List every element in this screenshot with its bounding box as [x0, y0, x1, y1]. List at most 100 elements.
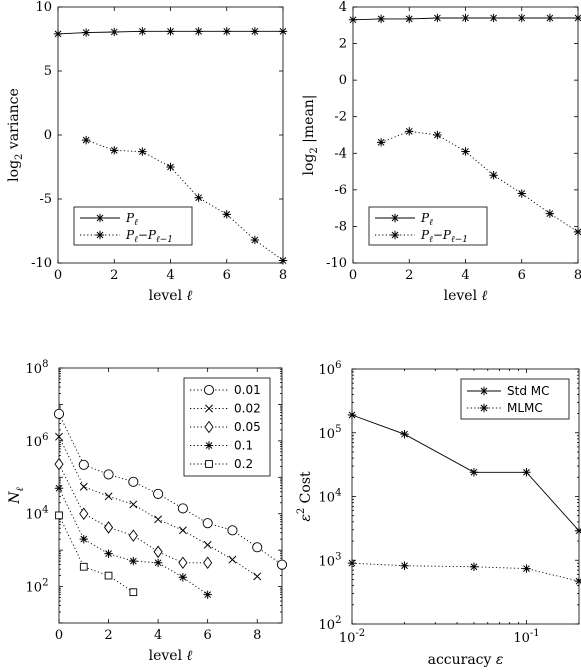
x-axis-label: accuracy ε: [428, 652, 504, 668]
x-tick-label: 4: [166, 268, 174, 283]
legend-marker: [204, 441, 214, 450]
data-point: [276, 559, 288, 570]
data-point: [53, 29, 63, 39]
legend-marker: [479, 403, 489, 413]
data-point: [110, 27, 119, 37]
data-point: [433, 130, 442, 140]
data-point: [376, 14, 386, 24]
data-point: [252, 542, 263, 553]
data-point: [461, 147, 470, 156]
data-point: [153, 558, 163, 567]
y-tick-label: 4: [339, 0, 347, 15]
y-axis-label: log2 variance: [6, 88, 25, 182]
legend-marker: [204, 420, 214, 434]
data-point: [153, 488, 164, 499]
data-point: [166, 162, 175, 172]
x-tick-label: 8: [279, 268, 287, 283]
data-point: [517, 189, 526, 198]
data-point: [104, 492, 113, 501]
data-point: [469, 562, 479, 571]
y-tick-label: 5: [44, 64, 52, 79]
x-tick-label: 6: [204, 628, 212, 643]
series-line-4: [58, 515, 134, 593]
y-tick-label: -2: [334, 110, 347, 125]
data-point: [400, 429, 409, 439]
data-point: [103, 469, 114, 480]
data-point: [78, 459, 89, 470]
data-point: [104, 571, 113, 580]
data-point: [348, 15, 358, 24]
data-point: [81, 135, 91, 145]
data-point: [194, 27, 203, 36]
data-point: [489, 13, 498, 23]
legend-marker: [95, 213, 105, 223]
legend-label: Pℓ−Pℓ−1: [420, 228, 468, 245]
data-point: [203, 540, 212, 549]
data-point: [81, 28, 91, 37]
legend-label: 0.05: [234, 420, 261, 434]
x-axis-label: level ℓ: [149, 648, 193, 664]
legend-label: 0.01: [234, 383, 261, 397]
data-point: [573, 227, 581, 237]
y-tick-label: 106: [26, 432, 49, 450]
chart-panel-4: 10-2 10-1 102 103 104 105 106 accuracy ε ε2 Cost…: [296, 360, 581, 668]
data-point: [222, 27, 231, 36]
legend-marker: [390, 213, 400, 223]
y-axis-label: Nℓ: [7, 487, 26, 504]
x-tick-label: 4: [461, 268, 469, 283]
legend-label: 0.1: [234, 439, 253, 453]
data-point: [433, 13, 442, 23]
data-point: [574, 526, 581, 535]
data-point: [522, 564, 531, 573]
legend-box: [368, 206, 488, 246]
x-tick-label: 0: [54, 268, 62, 283]
data-point: [278, 256, 288, 265]
x-tick-label: 2: [405, 268, 413, 283]
series-line-0: [58, 413, 283, 565]
data-point: [203, 590, 212, 599]
data-point: [194, 193, 203, 202]
x-tick-label: 2: [110, 268, 118, 283]
legend: Std MC MLMC: [460, 378, 570, 420]
x-axis-label: level ℓ: [149, 288, 193, 304]
data-point: [154, 515, 163, 524]
data-point: [103, 521, 114, 534]
y-tick-label: 103: [319, 551, 342, 569]
data-point: [469, 468, 479, 477]
y-tick-label: 10: [35, 0, 52, 15]
data-point: [138, 27, 147, 36]
x-tick-label: 4: [154, 628, 162, 643]
axes-frame: [58, 367, 283, 624]
data-point: [545, 13, 555, 23]
y-tick-label: -4: [334, 146, 347, 161]
x-tick-label: 2: [104, 628, 112, 643]
data-point: [129, 500, 138, 509]
legend-marker: [390, 230, 400, 240]
data-point: [405, 127, 414, 136]
data-point: [166, 27, 175, 36]
x-tick-label: 0: [55, 628, 63, 643]
x-tick-label: 8: [253, 628, 261, 643]
y-tick-label: 104: [319, 488, 342, 506]
data-point: [400, 561, 409, 570]
y-tick-label: 108: [26, 359, 49, 377]
legend-label: Pℓ: [420, 211, 433, 228]
data-point: [250, 27, 260, 36]
data-point: [128, 476, 139, 487]
legend-label: 0.2: [234, 457, 253, 471]
data-point: [178, 556, 188, 570]
data-point: [278, 27, 288, 36]
y-tick-label: 0: [339, 73, 347, 88]
data-point: [128, 529, 138, 542]
y-tick-label: 102: [319, 615, 342, 633]
data-point: [347, 558, 357, 568]
y-axis-label: log2 |mean|: [301, 94, 320, 175]
data-point: [129, 588, 138, 597]
data-point: [202, 518, 213, 529]
legend-marker: [205, 404, 213, 413]
legend-label: MLMC: [507, 401, 543, 415]
legend-box: [73, 206, 193, 246]
x-tick-label: 8: [574, 268, 581, 283]
y-tick-label: -8: [334, 219, 347, 234]
data-point: [253, 572, 262, 581]
